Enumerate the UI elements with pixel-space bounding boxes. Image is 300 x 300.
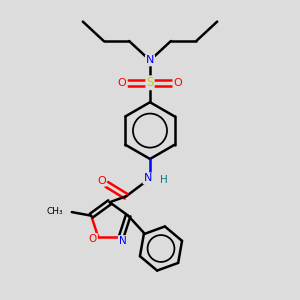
Text: N: N (146, 56, 154, 65)
Text: CH₃: CH₃ (47, 207, 64, 216)
Text: O: O (173, 78, 182, 88)
Text: N: N (119, 236, 127, 246)
Text: O: O (118, 78, 127, 88)
Text: O: O (89, 234, 97, 244)
Text: S: S (146, 76, 154, 89)
Text: O: O (97, 176, 106, 186)
Text: H: H (160, 176, 167, 185)
Text: N: N (143, 173, 152, 183)
